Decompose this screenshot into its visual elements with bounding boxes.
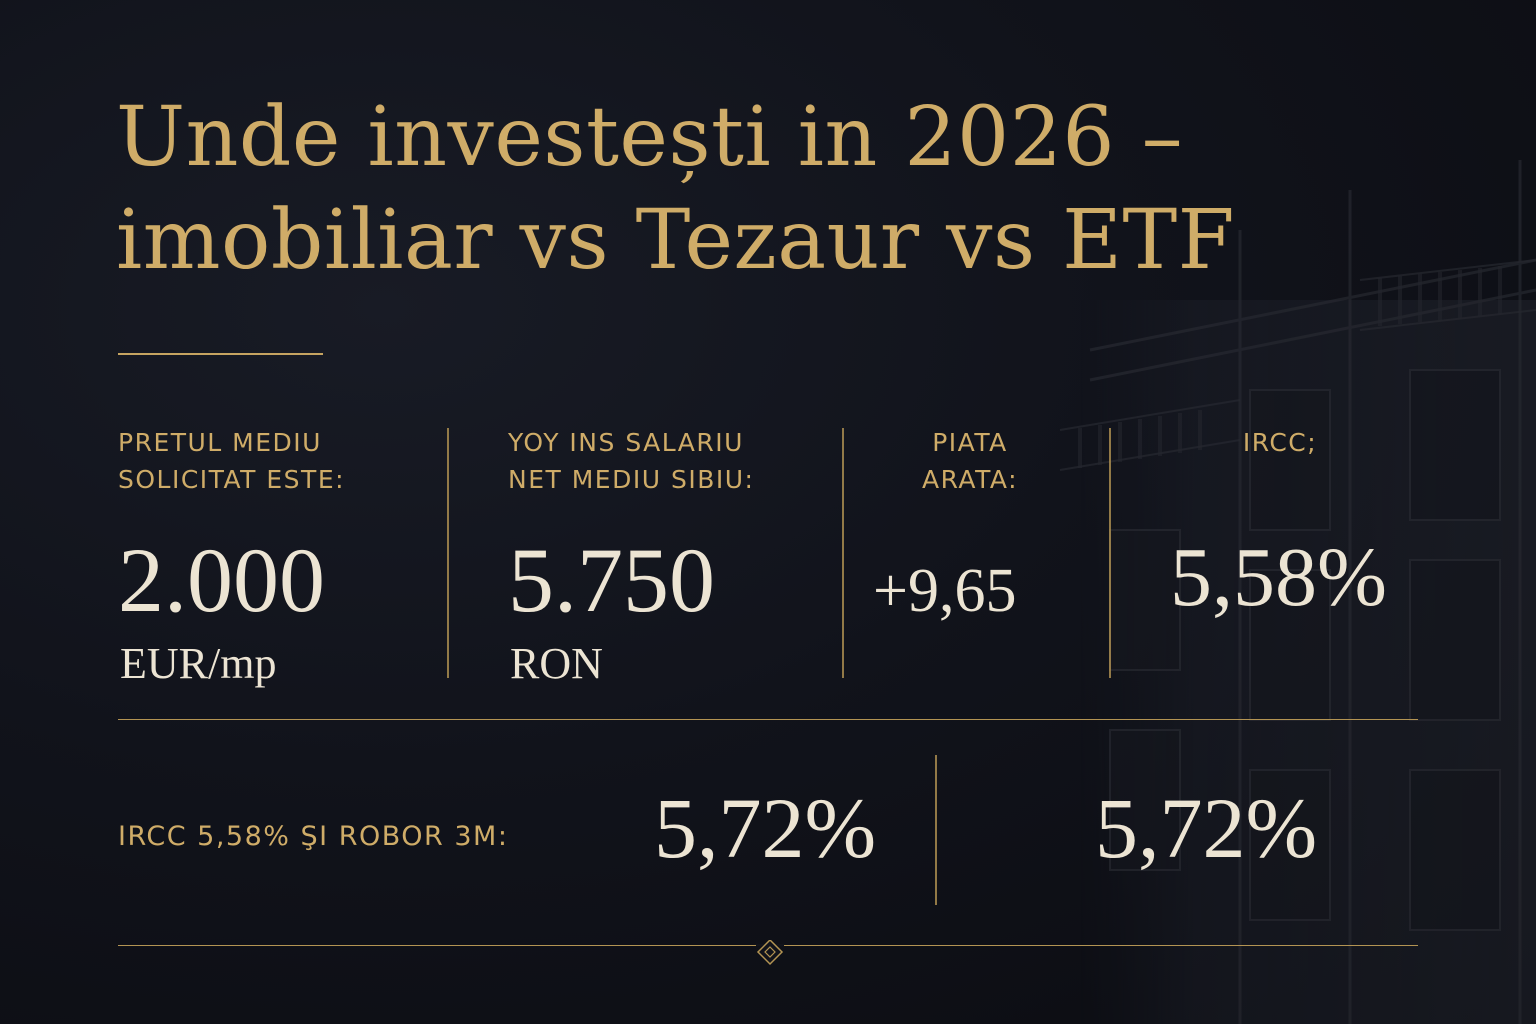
- stat-label-net-salary: YOY INS SALARIU NET MEDIU SIBIU:: [508, 428, 755, 494]
- stat-unit-average-price: EUR/mp: [120, 639, 277, 688]
- title-underline: [118, 353, 323, 355]
- stat-label-market-shows: PIATA ARATA:: [921, 428, 1019, 494]
- diamond-ornament-icon: [756, 940, 784, 966]
- column-divider: [1109, 428, 1111, 678]
- bottom-value-right: 5,72%: [1095, 780, 1318, 876]
- page-title: Unde investești in 2026 – imobiliar vs T…: [116, 86, 1416, 292]
- stat-label-average-price: PRETUL MEDIU SOLICITAT ESTE:: [118, 428, 346, 494]
- stat-value-market-shows: +9,65: [873, 557, 1017, 625]
- section-divider: [118, 719, 1418, 720]
- column-divider: [447, 428, 449, 678]
- column-divider: [935, 755, 937, 905]
- title-line-2: imobiliar vs Tezaur vs ETF: [116, 193, 1236, 288]
- stat-label-ircc: IRCC;: [1242, 428, 1318, 457]
- stat-value-net-salary: 5.750: [508, 529, 715, 631]
- bottom-label-ircc-robor: IRCC 5,58% ŞI ROBOR 3M:: [118, 821, 509, 852]
- stat-value-average-price: 2.000: [118, 529, 325, 631]
- building-illustration: [1059, 160, 1536, 1024]
- bottom-value-left: 5,72%: [654, 780, 877, 876]
- stat-unit-net-salary: RON: [510, 639, 603, 688]
- stat-value-ircc: 5,58%: [1170, 531, 1387, 624]
- title-line-1: Unde investești in 2026 –: [116, 90, 1184, 185]
- column-divider: [842, 428, 844, 678]
